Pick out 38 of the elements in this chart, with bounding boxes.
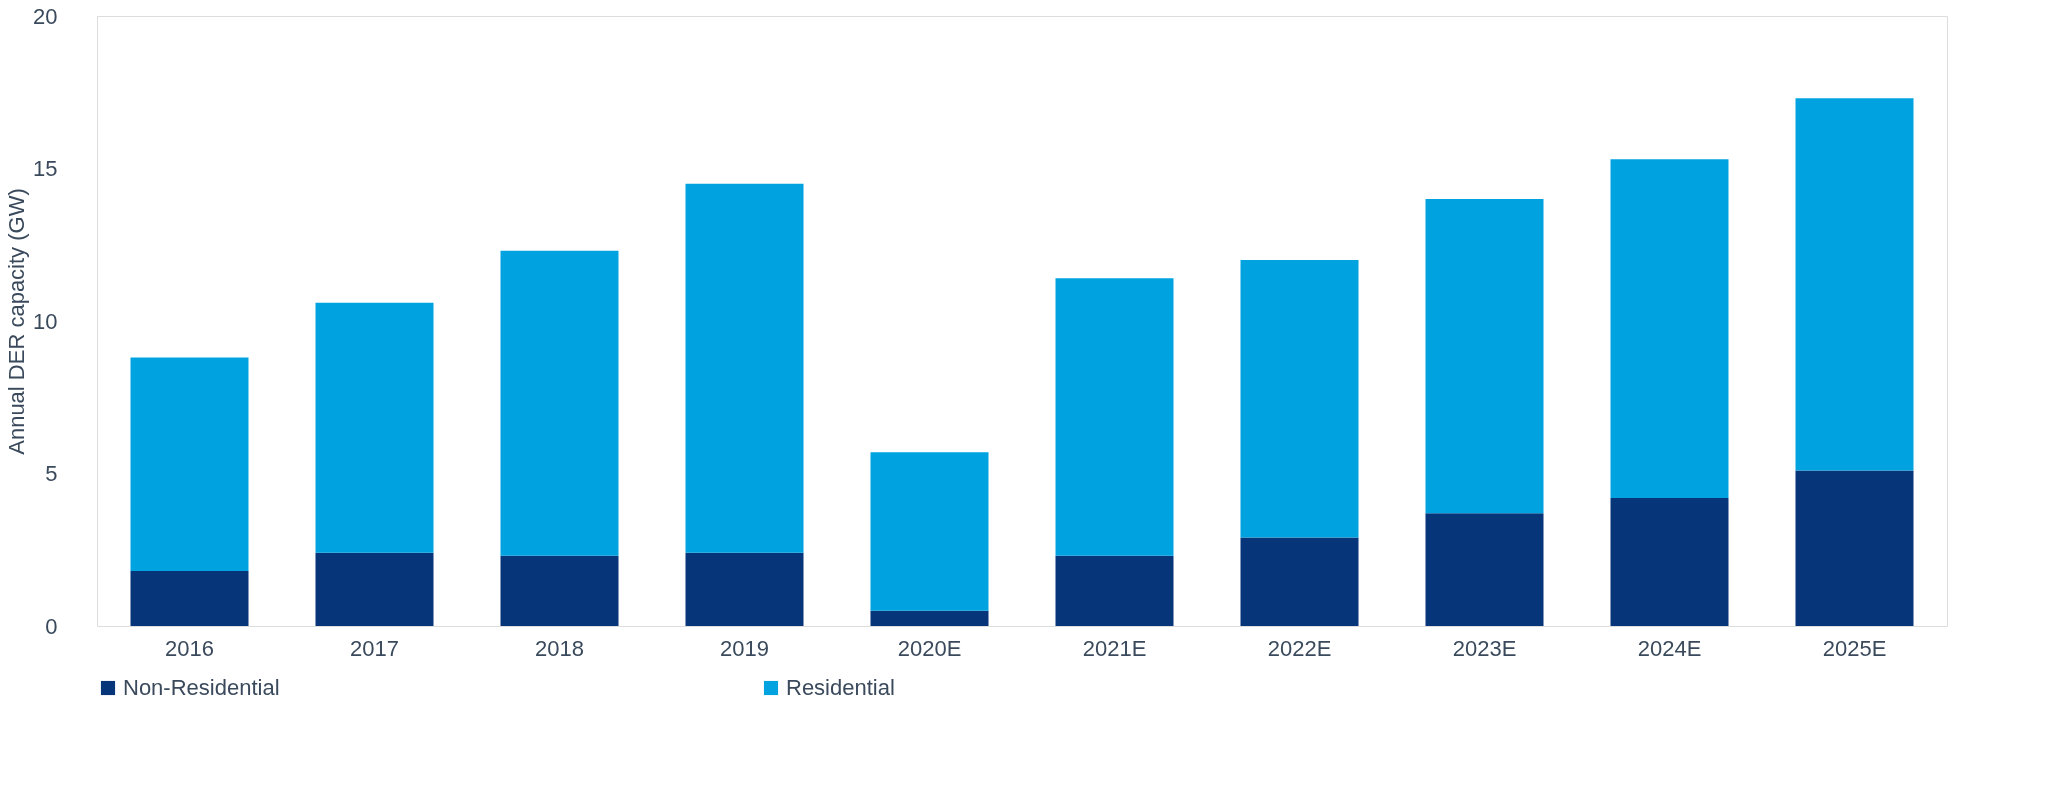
x-tick-label: 2023E bbox=[1452, 635, 1517, 661]
y-tick-label: 20 bbox=[33, 3, 58, 29]
bar bbox=[1795, 98, 1914, 471]
x-tick-label: 2025E bbox=[1822, 635, 1887, 661]
bar bbox=[315, 302, 434, 553]
bar bbox=[500, 555, 619, 626]
legend-label: Residential bbox=[786, 675, 895, 700]
x-tick-label: 2018 bbox=[535, 635, 584, 661]
x-tick-label: 2016 bbox=[165, 635, 214, 661]
legend-label: Non-Residential bbox=[123, 675, 280, 700]
x-tick-label: 2020E bbox=[897, 635, 962, 661]
x-tick-label: 2022E bbox=[1267, 635, 1332, 661]
bar bbox=[1610, 497, 1729, 626]
bar bbox=[870, 452, 989, 611]
y-tick-label: 5 bbox=[45, 461, 58, 486]
bar bbox=[130, 571, 249, 626]
bar bbox=[500, 250, 619, 556]
y-tick-label: 10 bbox=[33, 308, 58, 334]
x-tick-label: 2017 bbox=[350, 635, 399, 661]
x-tick-label: 2024E bbox=[1637, 635, 1702, 661]
bar bbox=[1240, 260, 1359, 538]
x-tick-label: 2021E bbox=[1082, 635, 1147, 661]
y-tick-label: 15 bbox=[33, 156, 58, 181]
bar bbox=[685, 552, 804, 626]
bar bbox=[1055, 555, 1174, 626]
bar bbox=[1055, 278, 1174, 556]
bar bbox=[1610, 159, 1729, 498]
x-tick-label: 2019 bbox=[720, 635, 769, 661]
bar bbox=[1425, 199, 1544, 514]
y-axis-title: Annual DER capacity (GW) bbox=[4, 188, 30, 455]
bar bbox=[1795, 470, 1914, 626]
bar bbox=[1425, 513, 1544, 626]
bar bbox=[1240, 537, 1359, 626]
bar bbox=[870, 610, 989, 626]
bar bbox=[315, 552, 434, 626]
bar bbox=[130, 357, 249, 572]
bar bbox=[685, 183, 804, 553]
y-tick-label: 0 bbox=[45, 613, 58, 639]
